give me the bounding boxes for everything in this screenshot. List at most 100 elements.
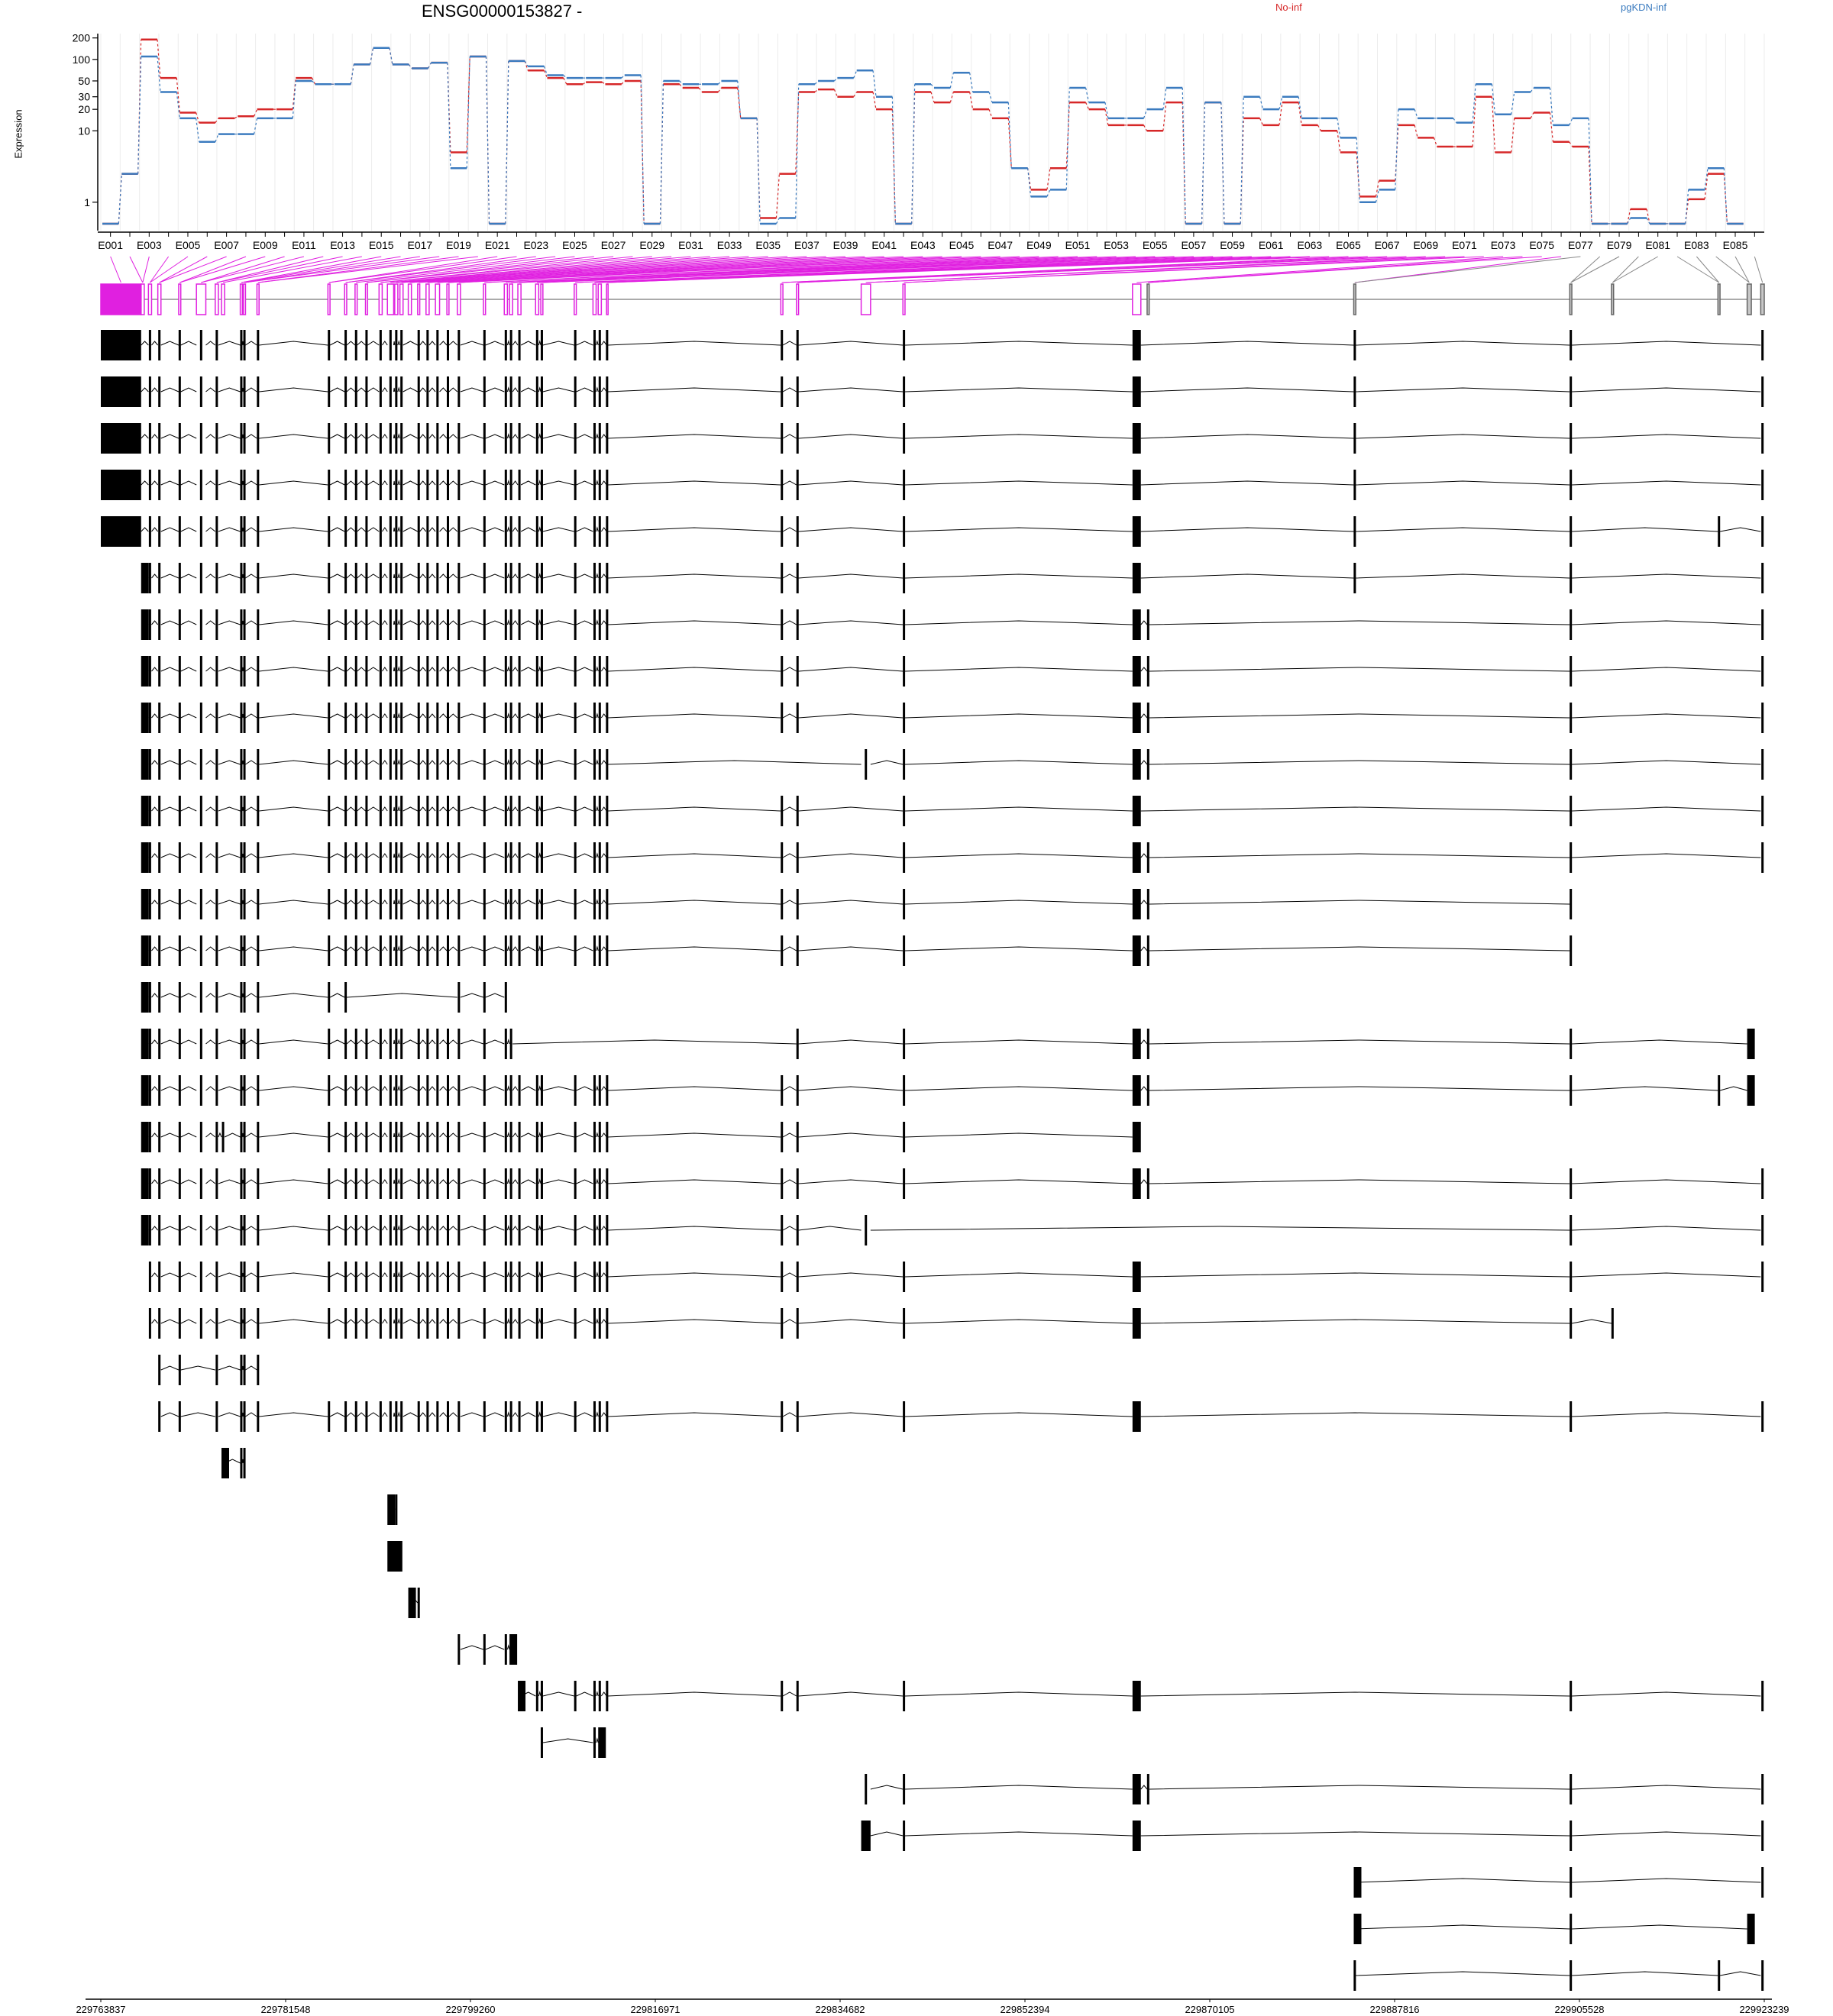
- transcript-exon: [446, 563, 449, 593]
- intron-line: [439, 667, 448, 672]
- intron-line: [512, 713, 519, 719]
- transcript-exon: [178, 563, 181, 593]
- series-pgkdn-inf-connector: [1279, 96, 1283, 110]
- transcript-exon: [1132, 749, 1141, 780]
- intron-line: [381, 760, 388, 765]
- transcript-exon: [1570, 1215, 1573, 1245]
- intron-line: [151, 900, 159, 905]
- transcript-exon: [148, 889, 151, 919]
- intron-line: [402, 760, 419, 765]
- intron-line: [329, 667, 345, 672]
- intron-line: [782, 667, 797, 672]
- transcript-exon: [535, 1168, 538, 1199]
- intron-line: [218, 760, 241, 765]
- intron-line: [346, 806, 356, 812]
- mapping-line: [110, 256, 121, 283]
- intron-line: [160, 1086, 179, 1091]
- x-tick-label: E083: [1684, 239, 1709, 251]
- series-no-inf-connector: [1259, 118, 1264, 126]
- transcript-exon: [158, 1355, 161, 1385]
- intron-line: [1572, 1272, 1761, 1278]
- intron-line: [506, 1644, 510, 1650]
- intron-line: [245, 1179, 257, 1184]
- transcript-exon: [215, 1308, 218, 1339]
- intron-line: [393, 387, 396, 393]
- transcript-exon: [593, 1215, 596, 1245]
- intron-line: [448, 900, 458, 905]
- intron-line: [1356, 1971, 1570, 1976]
- transcript-exon: [1761, 609, 1764, 640]
- transcript-exon: [1132, 703, 1141, 733]
- transcript-exon: [504, 1308, 507, 1339]
- intron-line: [419, 853, 427, 858]
- intron-line: [460, 1226, 484, 1231]
- intron-line: [381, 1039, 388, 1045]
- transcript-exon: [1570, 749, 1573, 780]
- transcript-exon: [457, 1634, 461, 1665]
- intron-line: [506, 852, 510, 858]
- intron-line: [576, 527, 593, 532]
- intron-line: [448, 713, 458, 719]
- intron-line: [439, 760, 448, 765]
- x-tick-label: E049: [1026, 239, 1052, 251]
- intron-line: [576, 713, 593, 719]
- intron-line: [218, 527, 241, 532]
- intron-line: [600, 806, 607, 812]
- transcript-exon: [400, 609, 403, 640]
- series-pgkdn-inf-connector: [1704, 168, 1709, 190]
- intron-line: [439, 713, 448, 719]
- intron-line: [329, 946, 345, 951]
- transcript-exon: [417, 1262, 420, 1292]
- intron-line: [782, 713, 797, 719]
- transcript-exon: [598, 516, 601, 547]
- intron-line: [245, 1086, 257, 1091]
- series-no-inf-connector: [1143, 124, 1148, 131]
- transcript-exon: [457, 1401, 461, 1432]
- intron-line: [241, 387, 244, 393]
- transcript-exon: [598, 935, 601, 966]
- transcript-exon: [436, 563, 439, 593]
- transcript-exon: [199, 376, 202, 407]
- series-no-inf-connector: [312, 77, 316, 85]
- transcript-exon: [796, 1308, 799, 1339]
- transcript-exon: [457, 935, 461, 966]
- transcript-exon: [796, 1168, 799, 1199]
- transcript-exon: [1353, 563, 1356, 593]
- intron-line: [397, 1411, 401, 1417]
- transcript-exon: [574, 1401, 577, 1432]
- transcript-exon: [417, 609, 420, 640]
- transcript-exon: [240, 516, 243, 547]
- transcript-exon: [436, 889, 439, 919]
- transcript-exon: [457, 376, 461, 407]
- transcript-exon: [354, 330, 357, 360]
- transcript-exon: [148, 935, 151, 966]
- x-tick-label: E069: [1413, 239, 1438, 251]
- intron-line: [485, 387, 505, 393]
- series-pgkdn-inf-connector: [1162, 87, 1167, 110]
- series-no-inf-connector: [292, 78, 296, 110]
- transcript-exon: [400, 1122, 403, 1152]
- transcript-exon: [417, 1308, 420, 1339]
- transcript-exon: [457, 470, 461, 500]
- series-pgkdn-inf-connector: [312, 80, 316, 85]
- intron-line: [419, 1086, 427, 1091]
- transcript-exon: [365, 749, 368, 780]
- intron-line: [600, 853, 607, 858]
- transcript-exon: [365, 1308, 368, 1339]
- transcript-exon: [243, 1075, 246, 1106]
- summary-exon: [1569, 283, 1573, 315]
- series-no-inf-connector: [1317, 124, 1322, 131]
- x-tick-label: E035: [755, 239, 781, 251]
- intron-line: [798, 1086, 904, 1091]
- transcript-exon: [148, 470, 151, 500]
- x-tick-label: E037: [794, 239, 820, 251]
- transcript-exon: [796, 842, 799, 873]
- intron-line: [485, 1039, 505, 1045]
- transcript-exon: [796, 609, 799, 640]
- intron-line: [419, 527, 427, 532]
- intron-line: [357, 1086, 366, 1091]
- series-pgkdn-inf-connector: [428, 62, 432, 69]
- mapping-line: [366, 256, 614, 283]
- intron-line: [520, 341, 536, 346]
- transcript-exon: [417, 563, 420, 593]
